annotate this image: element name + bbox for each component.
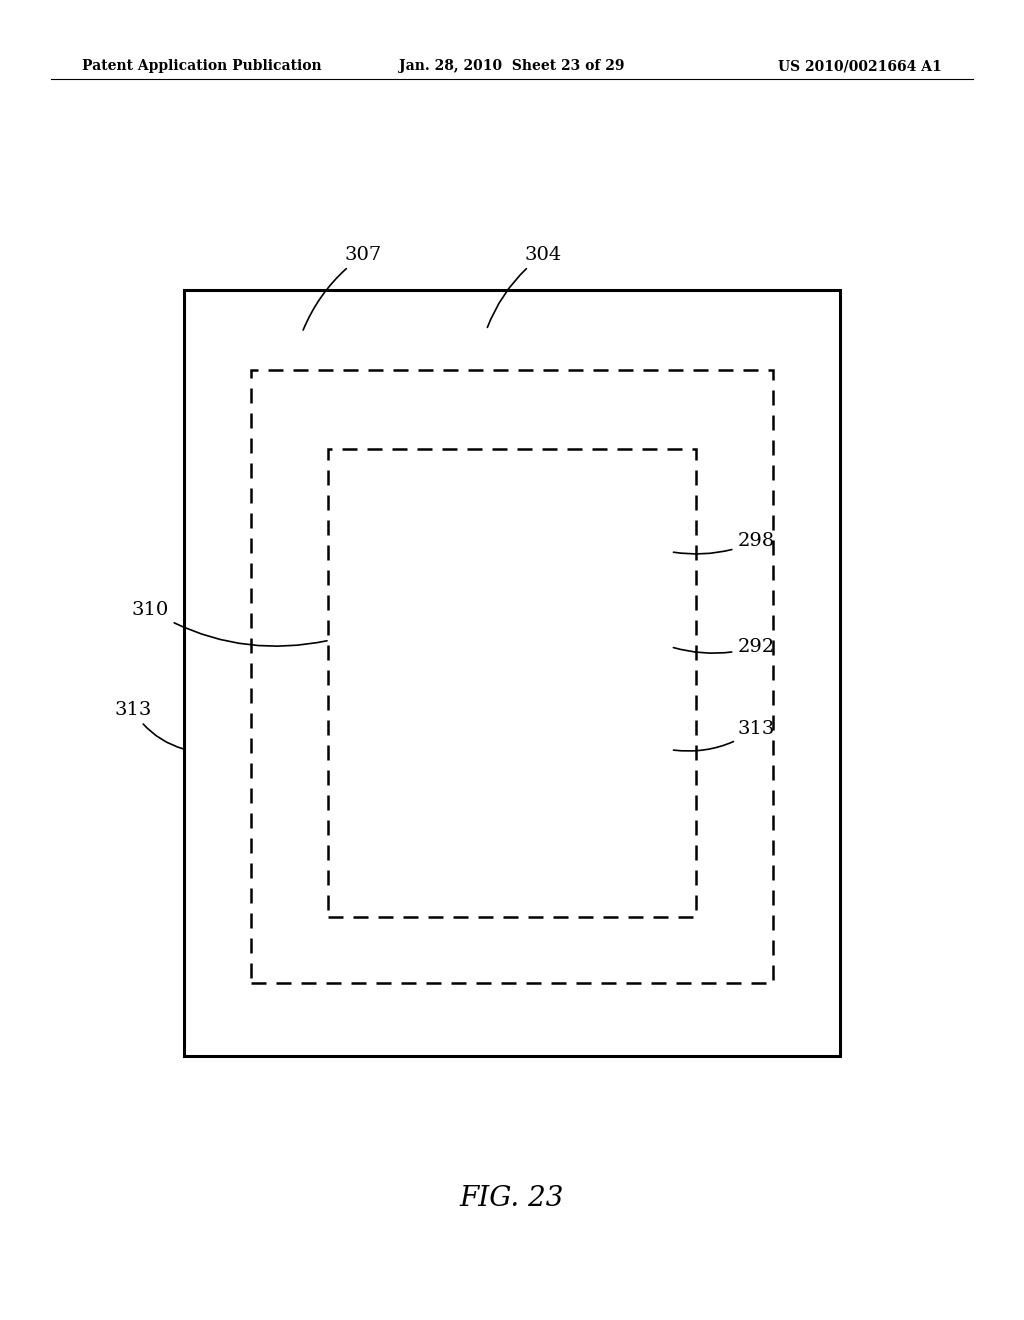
Text: FIG. 23: FIG. 23 <box>460 1185 564 1212</box>
Text: 307: 307 <box>303 246 382 330</box>
Text: Patent Application Publication: Patent Application Publication <box>82 59 322 74</box>
Text: Jan. 28, 2010  Sheet 23 of 29: Jan. 28, 2010 Sheet 23 of 29 <box>399 59 625 74</box>
Bar <box>251 370 773 983</box>
Bar <box>328 449 696 917</box>
Text: 313: 313 <box>115 701 183 748</box>
Text: 292: 292 <box>674 638 774 656</box>
Text: 310: 310 <box>132 601 327 647</box>
Text: 304: 304 <box>487 246 561 327</box>
Text: 313: 313 <box>674 719 774 751</box>
Text: US 2010/0021664 A1: US 2010/0021664 A1 <box>778 59 942 74</box>
Bar <box>184 290 840 1056</box>
Text: 298: 298 <box>674 532 774 554</box>
